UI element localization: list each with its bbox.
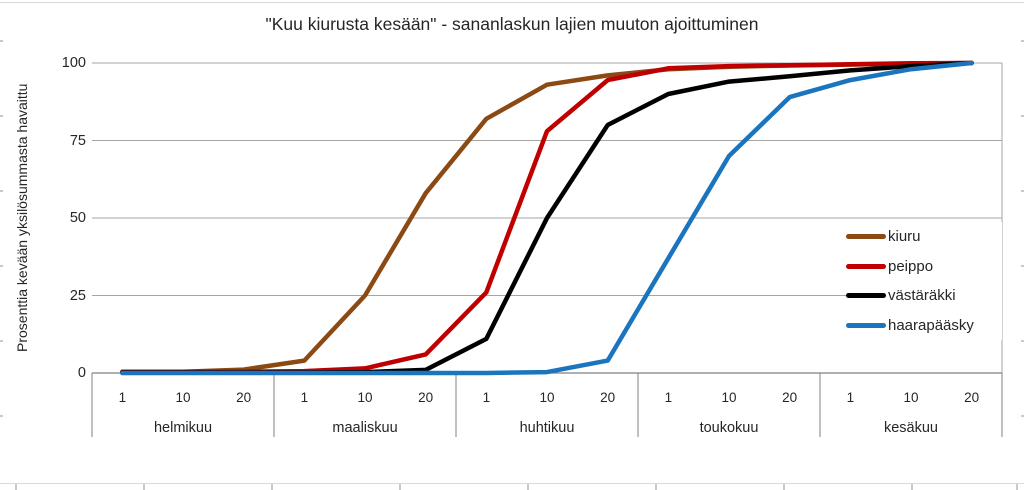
x-day-label: 20 <box>236 390 252 405</box>
legend-swatch-haarapääsky <box>846 322 886 328</box>
x-day-label: 1 <box>482 390 491 405</box>
x-day-label: 10 <box>721 390 737 405</box>
x-month-label-toukokuu: toukokuu <box>699 420 759 436</box>
series-line-haarapääsky <box>120 60 974 376</box>
legend-label-kiuru: kiuru <box>888 228 921 246</box>
gridline-nub <box>911 484 913 490</box>
legend-swatch-västäräkki <box>846 293 886 299</box>
gridline-nub <box>0 190 3 192</box>
gridline-nub <box>527 484 529 490</box>
gridline-nub <box>1021 115 1024 117</box>
gridline-nub <box>271 484 273 490</box>
gridline-nub <box>0 340 3 342</box>
legend-label-västäräkki: västäräkki <box>888 287 956 305</box>
gridline-nub <box>143 484 145 490</box>
y-tick-label-50: 50 <box>69 210 86 226</box>
x-day-label: 20 <box>782 390 798 405</box>
x-day-label: 20 <box>964 390 980 405</box>
gridline-nub <box>0 265 3 267</box>
x-day-label: 10 <box>539 390 555 405</box>
x-day-label: 10 <box>175 390 191 405</box>
legend-swatch-kiuru <box>846 234 886 240</box>
x-day-label: 20 <box>418 390 434 405</box>
x-day-label: 1 <box>300 390 309 405</box>
legend-item-västäräkki: västäräkki <box>846 281 1002 311</box>
y-tick-label-75: 75 <box>69 132 86 149</box>
gridline-nub <box>783 484 785 490</box>
gridline-nub <box>1021 190 1024 192</box>
gridline-nub <box>1021 340 1024 342</box>
gridline-nub <box>15 484 17 490</box>
x-month-label-maaliskuu: maaliskuu <box>332 420 398 436</box>
gridline-nub <box>399 484 401 490</box>
x-day-label: 10 <box>357 390 373 405</box>
x-day-label: 10 <box>903 390 919 405</box>
y-tick-label-25: 25 <box>69 287 86 304</box>
x-month-label-helmikuu: helmikuu <box>153 420 213 436</box>
legend-label-peippo: peippo <box>888 257 934 275</box>
gridline-nub <box>0 115 3 117</box>
y-tick-label-0: 0 <box>77 365 86 381</box>
legend-label-haarapääsky: haarapääsky <box>888 316 974 334</box>
x-month-label-huhtikuu: huhtikuu <box>519 420 575 436</box>
gridline-nub <box>0 415 3 417</box>
legend-swatch-peippo <box>846 263 886 269</box>
x-month-label-kesäkuu: kesäkuu <box>883 420 938 436</box>
gridline-nub <box>1016 484 1018 490</box>
gridline-nub <box>0 40 3 42</box>
x-day-label: 1 <box>846 390 855 405</box>
gridline-nub <box>655 484 657 490</box>
chart-border-top <box>0 2 1024 3</box>
gridline-nub <box>1021 415 1024 417</box>
legend-item-haarapääsky: haarapääsky <box>846 311 1002 341</box>
x-day-label: 1 <box>118 390 127 405</box>
chart-title: "Kuu kiurusta kesään" - sananlaskun laji… <box>265 14 759 34</box>
legend-item-kiuru: kiuru <box>846 222 1002 252</box>
x-day-label: 1 <box>664 390 673 405</box>
x-day-label: 20 <box>600 390 616 405</box>
gridline-nub <box>1021 265 1024 267</box>
legend-item-peippo: peippo <box>846 252 1002 282</box>
legend: kiuru peippo västäräkki haarapääsky <box>846 222 1002 340</box>
chart-border-bottom <box>0 483 1024 484</box>
y-tick-label-100: 100 <box>61 55 86 71</box>
gridline-nub <box>1021 40 1024 42</box>
